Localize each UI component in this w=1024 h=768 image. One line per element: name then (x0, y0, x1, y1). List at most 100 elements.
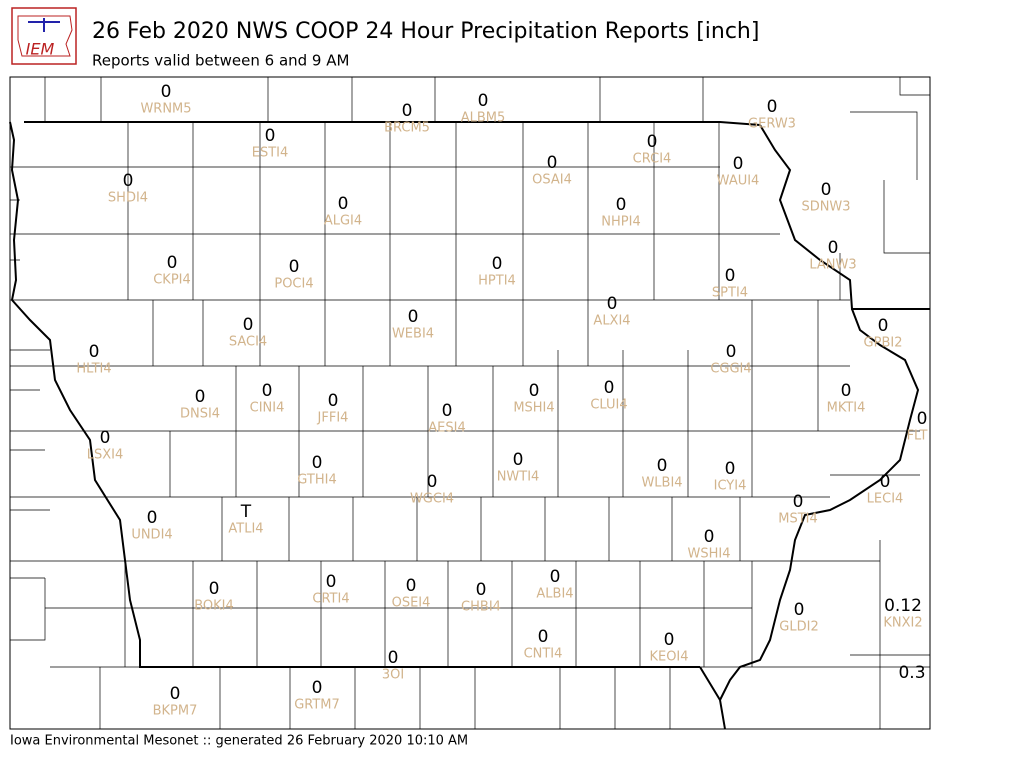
station-id: BKPM7 (153, 704, 198, 719)
station-value: 0 (326, 572, 337, 592)
station-id: KNXI2 (883, 616, 922, 631)
station-value: 0 (794, 600, 805, 620)
station-id: OSEI4 (392, 596, 431, 611)
station-value: 0 (726, 342, 737, 362)
station-id: GRTM7 (294, 698, 340, 713)
station-id: GLDI2 (779, 620, 818, 635)
station-id: SHDI4 (108, 191, 148, 206)
station-value: 0 (161, 82, 172, 102)
station-value: 0 (408, 307, 419, 327)
station-id: SACI4 (229, 335, 267, 350)
station-value: 0 (100, 428, 111, 448)
logo-frame (11, 7, 77, 65)
station-value: 0 (538, 627, 549, 647)
station-value: 0 (402, 101, 413, 121)
station-value: 0 (725, 266, 736, 286)
station-id: ATLI4 (228, 522, 263, 537)
station-value: 0.12 (884, 596, 922, 616)
station-id: KEOI4 (649, 650, 688, 665)
station-value: 0 (616, 195, 627, 215)
station-value: 0 (406, 576, 417, 596)
station-value: 0 (657, 456, 668, 476)
station-value: 0 (767, 97, 778, 117)
map-frame (9, 76, 931, 730)
station-value: 0 (262, 381, 273, 401)
station-id: LECI4 (867, 492, 904, 507)
station-value: 0 (550, 567, 561, 587)
station-id: ALBM5 (461, 111, 506, 126)
station-id: UNDI4 (131, 528, 172, 543)
station-value: T (240, 502, 252, 522)
logo: IEM (11, 7, 77, 65)
station-value: 0 (312, 678, 323, 698)
station-value: 0 (878, 316, 889, 336)
station-value: 0 (478, 91, 489, 111)
station-id: OSAI4 (532, 173, 572, 188)
station-id: CRCI4 (633, 152, 672, 167)
station-id: SDNW3 (801, 200, 850, 215)
station-id: SPTI4 (712, 286, 748, 301)
logo-text: IEM (26, 40, 55, 59)
station-id: WEBI4 (392, 327, 434, 342)
station-value: 0 (793, 492, 804, 512)
station-value: 0 (442, 401, 453, 421)
station-id: ESTI4 (252, 146, 289, 161)
station-value: 0 (513, 450, 524, 470)
station-id: MKTI4 (827, 401, 866, 416)
station-value: 0 (167, 253, 178, 273)
station-id: WAUI4 (717, 174, 760, 189)
station-value: 0 (725, 459, 736, 479)
station-id: GTHI4 (297, 473, 336, 488)
station-id: CKPI4 (153, 273, 191, 288)
footer: Iowa Environmental Mesonet :: generated … (10, 734, 468, 749)
station-value: 0 (607, 294, 618, 314)
logo-outline (17, 15, 73, 57)
station-id: ICYI4 (714, 479, 747, 494)
station-id: NHPI4 (601, 215, 640, 230)
station-id: HLTI4 (76, 362, 111, 377)
station-id: BRCM5 (384, 121, 430, 136)
station-id: AESI4 (428, 421, 465, 436)
station-value: 0 (841, 381, 852, 401)
station-value: 0 (828, 238, 839, 258)
station-id: CNTI4 (524, 647, 563, 662)
station-id: ALGI4 (324, 214, 362, 229)
station-value: 0 (265, 126, 276, 146)
station-id: FLT (907, 429, 928, 444)
station-value: 0 (529, 381, 540, 401)
station-id: GERW3 (748, 117, 796, 132)
station-value: 0 (388, 648, 399, 668)
station-id: WSHI4 (688, 547, 731, 562)
station-id: CLUI4 (590, 398, 627, 413)
station-id: WGCI4 (410, 492, 454, 507)
station-id: CINI4 (250, 401, 285, 416)
station-value: 0 (195, 387, 206, 407)
station-id: GPBI2 (864, 336, 903, 351)
station-value: 0 (427, 472, 438, 492)
state-borders (9, 121, 930, 730)
station-value: 0 (243, 315, 254, 335)
station-value: 0 (604, 378, 615, 398)
station-value: 0 (289, 257, 300, 277)
station-value: 0 (338, 194, 349, 214)
station-value: 0 (492, 254, 503, 274)
station-value: 0 (147, 508, 158, 528)
station-id: LANW3 (809, 258, 856, 273)
subtitle: Reports valid between 6 and 9 AM (92, 52, 349, 70)
station-id: CRTI4 (312, 592, 349, 607)
title: 26 Feb 2020 NWS COOP 24 Hour Precipitati… (92, 19, 759, 44)
station-id: DNSI4 (180, 407, 220, 422)
station-value: 0 (312, 453, 323, 473)
station-id: MSTI4 (778, 512, 818, 527)
station-id: WRNM5 (140, 102, 191, 117)
station-value: 0 (476, 580, 487, 600)
station-id: JFFI4 (317, 411, 349, 426)
station-value: 0 (170, 684, 181, 704)
station-value: 0 (209, 579, 220, 599)
station-value: 0 (917, 409, 928, 429)
station-id: NWTI4 (497, 470, 540, 485)
station-value: 0 (647, 132, 658, 152)
station-value: 0 (880, 472, 891, 492)
